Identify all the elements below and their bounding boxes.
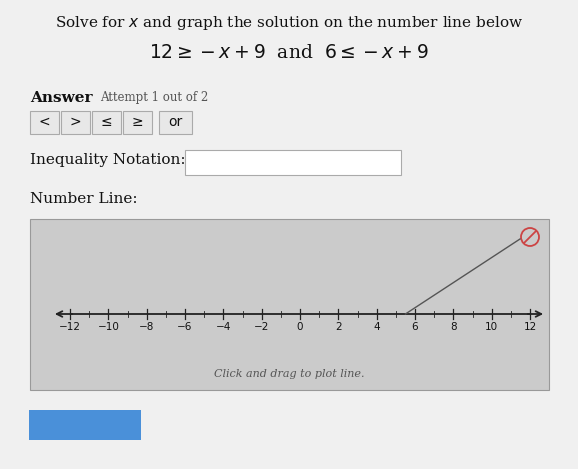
FancyBboxPatch shape [29,410,141,440]
FancyBboxPatch shape [61,111,90,134]
Text: −12: −12 [59,322,81,332]
Text: Number Line:: Number Line: [30,192,138,206]
Text: 0: 0 [297,322,303,332]
FancyBboxPatch shape [29,219,549,389]
FancyBboxPatch shape [123,111,151,134]
Text: or: or [168,115,182,129]
Text: −6: −6 [177,322,192,332]
Text: −2: −2 [254,322,269,332]
Text: >: > [69,115,81,129]
Text: 2: 2 [335,322,342,332]
FancyBboxPatch shape [158,111,191,134]
Text: <: < [38,115,50,129]
Text: Answer: Answer [30,91,92,105]
Text: Solve for $x$ and graph the solution on the number line below: Solve for $x$ and graph the solution on … [55,14,523,32]
Text: 12: 12 [523,322,536,332]
Text: $12 \geq -x+9$  and  $6 \leq -x+9$: $12 \geq -x+9$ and $6 \leq -x+9$ [149,44,429,62]
Text: 8: 8 [450,322,457,332]
Text: ≥: ≥ [131,115,143,129]
Text: Attempt 1 out of 2: Attempt 1 out of 2 [100,91,208,104]
Text: −10: −10 [98,322,119,332]
Text: −4: −4 [216,322,231,332]
FancyBboxPatch shape [29,111,58,134]
Text: −8: −8 [139,322,154,332]
FancyBboxPatch shape [91,111,120,134]
Text: Click and drag to plot line.: Click and drag to plot line. [214,369,364,379]
FancyBboxPatch shape [184,150,401,174]
Text: Inequality Notation:: Inequality Notation: [30,153,186,167]
Text: 6: 6 [412,322,418,332]
Text: 4: 4 [373,322,380,332]
Text: ≤: ≤ [100,115,112,129]
Text: 10: 10 [485,322,498,332]
